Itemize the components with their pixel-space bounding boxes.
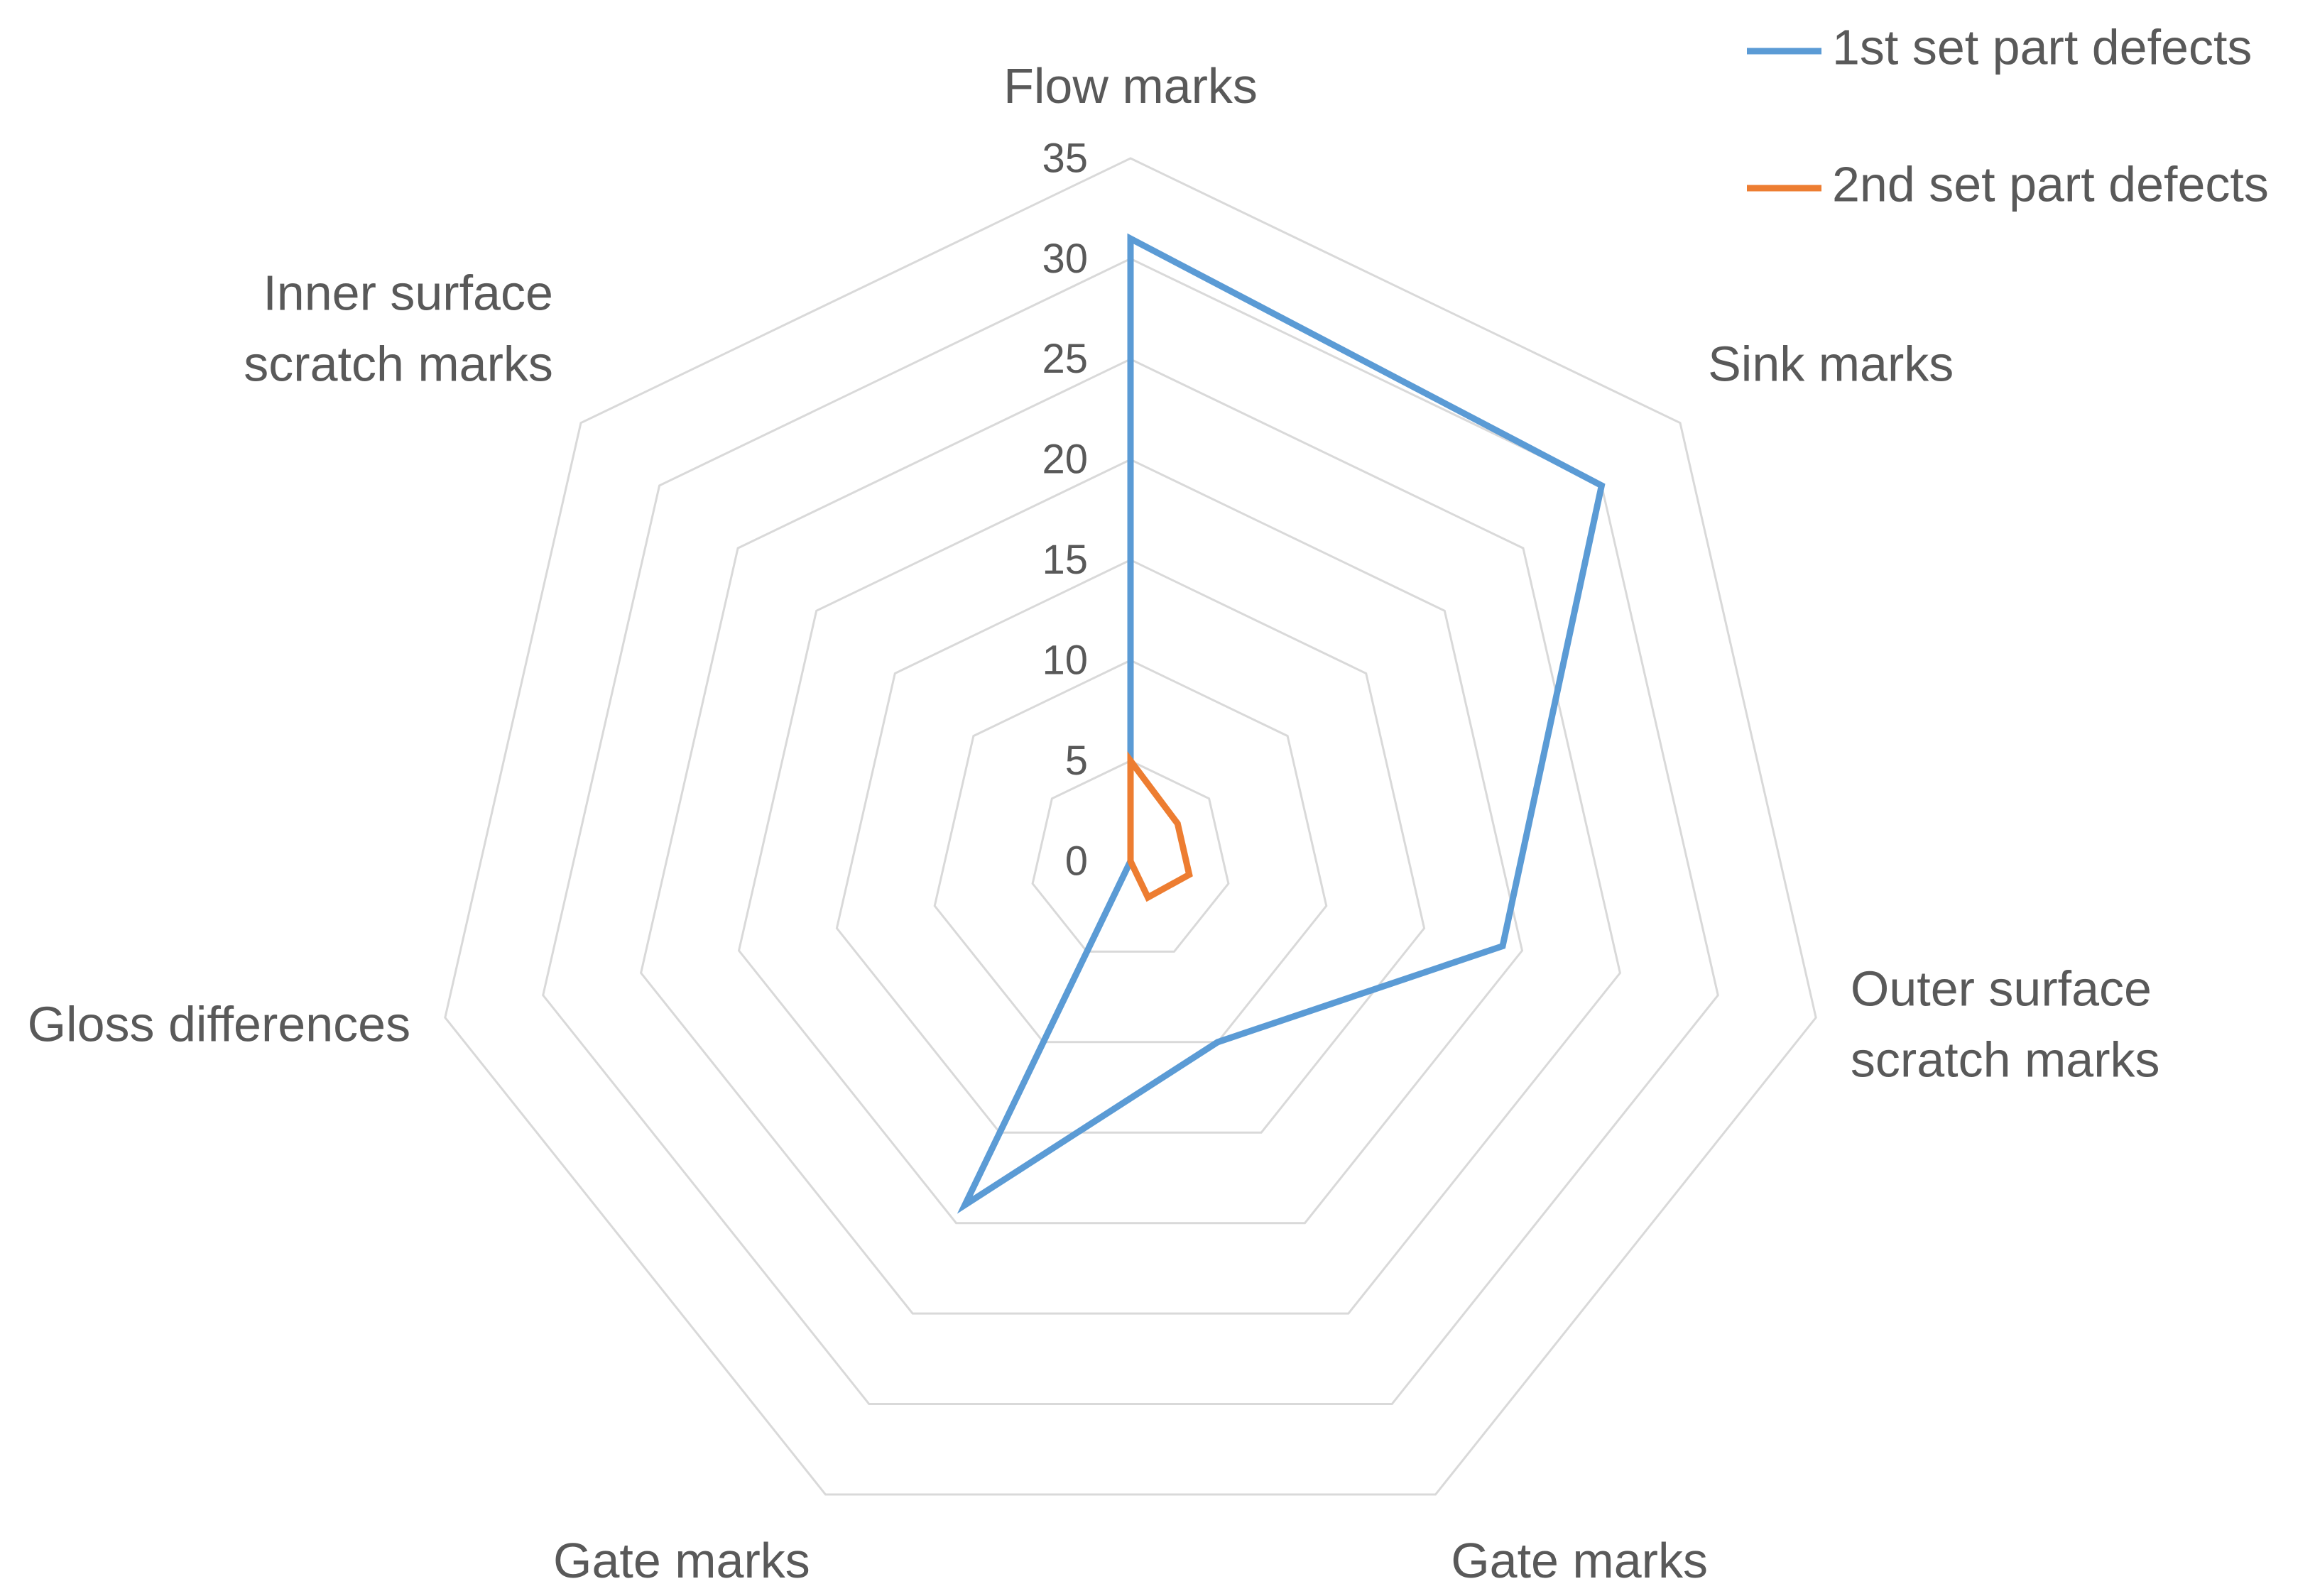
tick-label: 15 (1042, 537, 1088, 583)
category-label: Gate marksdepression (1451, 1533, 1708, 1596)
radial-axis-tick-labels: 0 5 10 15 20 25 30 35 (1042, 135, 1088, 884)
tick-label: 20 (1042, 437, 1088, 483)
category-label-line: Gate marks (553, 1533, 810, 1588)
grid-ring (737, 458, 1524, 1225)
category-labels: Flow marks Sink marks Outer surface scratch… (28, 58, 2160, 1596)
radar-grid (444, 157, 1817, 1496)
grid-ring (542, 257, 1719, 1405)
category-label-line: Sink marks (1708, 337, 1954, 392)
category-label: Outer surface scratch marks (1851, 961, 2160, 1087)
category-label: Sink marks (1708, 337, 1954, 392)
grid-ring (933, 659, 1328, 1044)
tick-label: 10 (1042, 637, 1088, 683)
legend: 1st set part defects 2nd set part defects (1747, 19, 2269, 212)
category-label: Gloss differences (28, 996, 411, 1051)
category-label-line: scratch marks (244, 337, 553, 392)
series-line (957, 233, 1606, 1214)
category-label-line: Gloss differences (28, 996, 411, 1051)
tick-label: 5 (1065, 738, 1088, 784)
series-line (1127, 751, 1193, 902)
grid-ring (835, 559, 1426, 1134)
legend-label: 1st set part defects (1832, 19, 2252, 75)
category-label-line: Gate marks (1451, 1533, 1708, 1588)
tick-label: 30 (1042, 236, 1088, 282)
legend-label: 2nd set part defects (1832, 156, 2269, 212)
tick-label: 25 (1042, 336, 1088, 382)
category-label: Inner surface scratch marks (244, 266, 553, 392)
category-label-line: Outer surface (1851, 961, 2152, 1016)
category-label-line: scratch marks (1851, 1032, 2160, 1087)
category-label: Flow marks (1003, 58, 1258, 114)
grid-ring (639, 358, 1622, 1315)
tick-label: 35 (1042, 135, 1088, 181)
category-label-line: Inner surface (263, 266, 553, 321)
grid-ring (1031, 759, 1230, 953)
data-series (957, 233, 1606, 1214)
legend-item: 2nd set part defects (1747, 156, 2269, 212)
category-label: Gate marksprotusion (553, 1533, 810, 1596)
tick-label: 0 (1065, 838, 1088, 884)
legend-item: 1st set part defects (1747, 19, 2252, 75)
grid-ring (444, 157, 1817, 1496)
category-label-line: Flow marks (1003, 58, 1258, 114)
